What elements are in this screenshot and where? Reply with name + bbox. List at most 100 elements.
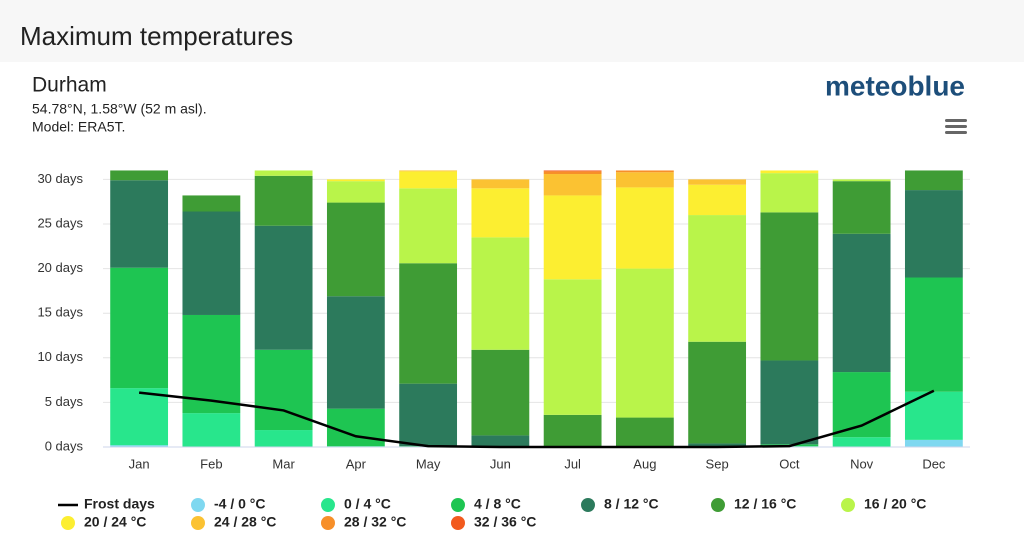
bar-segment xyxy=(760,173,819,213)
x-tick-label: Jun xyxy=(490,456,511,471)
bar-segment xyxy=(832,437,891,447)
menu-button[interactable] xyxy=(945,119,967,134)
x-tick-label: Nov xyxy=(850,456,874,471)
bar-segment xyxy=(543,414,602,447)
legend-swatch xyxy=(581,498,595,512)
page-title: Maximum temperatures xyxy=(20,21,293,51)
x-tick-label: Jan xyxy=(129,456,150,471)
bar-segment xyxy=(182,314,241,414)
bar-segment xyxy=(543,171,602,175)
bar-segment xyxy=(543,195,602,280)
bar-segment xyxy=(832,181,891,234)
x-tick-label: Sep xyxy=(706,456,729,471)
x-tick-label: Apr xyxy=(346,456,367,471)
y-tick-label: 25 days xyxy=(37,215,83,230)
bar-segment xyxy=(471,435,530,447)
bar-segment xyxy=(471,237,530,350)
bar-segment xyxy=(182,195,241,212)
legend-swatch xyxy=(321,516,335,530)
bar-segment xyxy=(543,279,602,415)
bar-segment xyxy=(110,267,169,389)
x-tick-label: Jul xyxy=(564,456,581,471)
bar-segment xyxy=(110,180,169,268)
bar-segment xyxy=(471,188,530,238)
bar-segment xyxy=(326,202,385,297)
subtitle: 54.78°N, 1.58°W (52 m asl). xyxy=(32,101,207,117)
bar-segment xyxy=(904,391,963,440)
legend-label: 12 / 16 °C xyxy=(734,496,796,512)
bar-segment xyxy=(615,172,674,188)
bar-segment xyxy=(399,188,458,264)
bar-segment xyxy=(832,179,891,182)
legend-label: -4 / 0 °C xyxy=(214,496,266,512)
frost-line xyxy=(138,389,935,449)
bar-segment xyxy=(904,190,963,278)
x-tick-label: Aug xyxy=(633,456,656,471)
brand-logo[interactable]: meteoblue xyxy=(825,70,965,101)
y-tick-label: 30 days xyxy=(37,171,83,186)
legend-swatch xyxy=(321,498,335,512)
legend-label: 32 / 36 °C xyxy=(474,514,536,530)
bar-segment xyxy=(326,179,385,182)
legend-label: Frost days xyxy=(84,496,155,512)
bar-segment xyxy=(399,171,458,189)
legend-swatch xyxy=(841,498,855,512)
model: Model: ERA5T. xyxy=(32,119,125,135)
legend-swatch xyxy=(191,498,205,512)
y-tick-label: 15 days xyxy=(37,305,83,320)
bar-segment xyxy=(471,349,530,436)
bar-segment xyxy=(688,443,747,447)
y-tick-label: 5 days xyxy=(45,394,84,409)
legend-swatch xyxy=(191,516,205,530)
legend-label: 28 / 32 °C xyxy=(344,514,406,530)
bar-segment xyxy=(182,413,241,447)
x-tick-label: Dec xyxy=(922,456,946,471)
legend-label: 20 / 24 °C xyxy=(84,514,146,530)
bar-segment xyxy=(399,263,458,384)
bar-segment xyxy=(688,215,747,342)
bar-segment xyxy=(615,417,674,447)
bar-segment xyxy=(615,268,674,418)
bar-segment xyxy=(254,225,313,350)
bar-segment xyxy=(110,445,169,447)
bar-segment xyxy=(471,179,530,189)
bar-segment xyxy=(182,211,241,315)
bar-segment xyxy=(832,233,891,373)
legend-label: 0 / 4 °C xyxy=(344,496,391,512)
y-tick-label: 0 days xyxy=(45,438,84,453)
bar-segment xyxy=(110,170,169,181)
bar-segment xyxy=(110,388,169,446)
bar-segment xyxy=(760,170,819,174)
bar-segment xyxy=(904,277,963,392)
bar-segment xyxy=(326,181,385,203)
bar-segment xyxy=(688,184,747,216)
legend-swatch xyxy=(451,516,465,530)
bar-segment xyxy=(399,383,458,447)
bar-segment xyxy=(688,179,747,185)
legend-swatch xyxy=(61,516,75,530)
x-tick-label: May xyxy=(416,456,441,471)
y-tick-label: 20 days xyxy=(37,260,83,275)
bar-segment xyxy=(543,174,602,196)
legend-label: 8 / 12 °C xyxy=(604,496,659,512)
legend-swatch xyxy=(711,498,725,512)
legend-label: 24 / 28 °C xyxy=(214,514,276,530)
x-tick-label: Feb xyxy=(200,456,222,471)
bar-segment xyxy=(904,170,963,191)
legend-label: 16 / 20 °C xyxy=(864,496,926,512)
y-tick-label: 10 days xyxy=(37,349,83,364)
legend-label: 4 / 8 °C xyxy=(474,496,521,512)
bar-segment xyxy=(254,175,313,226)
x-tick-label: Mar xyxy=(272,456,295,471)
bar-segment xyxy=(254,430,313,447)
bar-segment xyxy=(254,170,313,176)
bar-segment xyxy=(615,187,674,269)
bar-segment xyxy=(326,408,385,447)
bar-segment xyxy=(615,170,674,173)
bar-segment xyxy=(326,296,385,409)
legend-swatch xyxy=(451,498,465,512)
x-tick-label: Oct xyxy=(779,456,800,471)
bar-segment xyxy=(760,212,819,361)
bar-segment xyxy=(760,360,819,445)
